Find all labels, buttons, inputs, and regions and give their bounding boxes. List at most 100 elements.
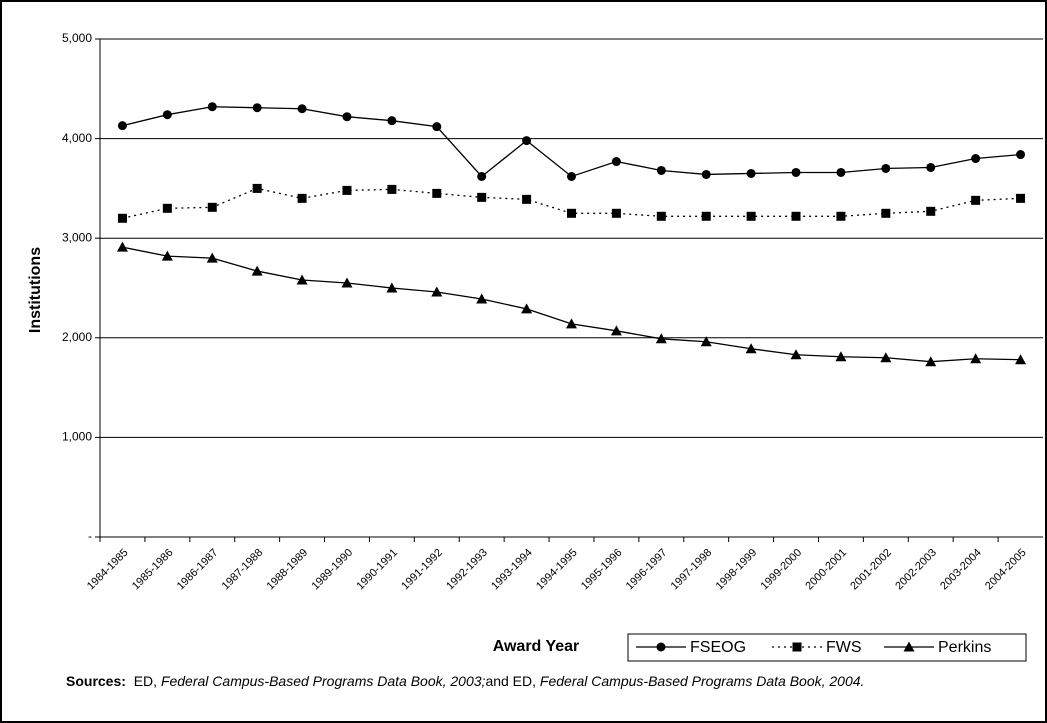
y-axis-label: Institutions [27, 247, 44, 333]
series-line [122, 187, 1021, 219]
point [835, 351, 847, 362]
x-tick-label: 1995-1996 [579, 547, 625, 593]
point [386, 282, 398, 293]
point [432, 188, 442, 198]
point [1016, 193, 1026, 203]
point [297, 104, 307, 114]
point [926, 162, 936, 172]
point [432, 122, 442, 132]
point [746, 168, 756, 178]
point [881, 163, 891, 173]
x-axis-label: Award Year [493, 638, 580, 655]
point [252, 183, 262, 193]
point [1016, 150, 1026, 160]
point [387, 184, 397, 194]
point [342, 112, 352, 122]
legend-label: Perkins [938, 639, 991, 656]
x-tick-label: 1984-1985 [85, 547, 131, 593]
point [117, 213, 127, 223]
x-tick-label: 2000-2001 [803, 547, 849, 593]
point [610, 325, 622, 336]
point [296, 274, 308, 285]
x-tick-label: 2003-2004 [938, 547, 984, 593]
source-text: ED, [133, 673, 158, 689]
point [207, 202, 217, 212]
x-tick-label: 1998-1999 [714, 547, 760, 593]
point [207, 102, 217, 112]
legend-box [627, 633, 1027, 662]
point [925, 356, 937, 367]
point [522, 136, 532, 146]
x-tick-label: 1997-1998 [669, 547, 715, 593]
point [567, 171, 576, 181]
point [971, 195, 981, 205]
x-tick-label: 1988-1989 [265, 547, 311, 593]
point [970, 353, 982, 364]
x-tick-label: 1993-1994 [489, 547, 535, 593]
point [1015, 354, 1027, 365]
y-tick-label: 1,000 [62, 430, 92, 444]
legend-label: FWS [826, 639, 862, 656]
point [656, 165, 666, 175]
source-text: and ED, [485, 673, 537, 689]
source-lead: Sources: [66, 673, 126, 689]
point [881, 208, 891, 218]
point [701, 211, 711, 221]
point [206, 252, 218, 263]
point [926, 206, 936, 216]
point [880, 352, 892, 363]
point [522, 194, 532, 204]
y-tick-label: 2,000 [62, 330, 92, 344]
x-tick-label: 2002-2003 [893, 547, 939, 593]
point [790, 349, 802, 360]
x-tick-label: 1991-1992 [399, 547, 445, 593]
x-tick-label: 2001-2002 [848, 547, 894, 593]
point [836, 167, 846, 177]
point [162, 203, 172, 213]
y-tick-label: 5,000 [62, 31, 92, 45]
x-tick-label: 1989-1990 [309, 547, 355, 593]
point [341, 277, 353, 288]
point [791, 167, 801, 177]
point [297, 193, 307, 203]
x-tick-label: 1990-1991 [354, 547, 400, 593]
y-tick-label: 4,000 [62, 131, 92, 145]
point [476, 293, 488, 304]
point [656, 211, 666, 221]
x-tick-label: 1985-1986 [130, 547, 176, 593]
point [117, 121, 127, 131]
legend-label: FSEOG [690, 639, 746, 656]
x-tick-label: 1996-1997 [624, 547, 670, 593]
point [162, 110, 172, 120]
series-line [122, 246, 1021, 363]
point [342, 185, 352, 195]
y-tick-label: 3,000 [62, 230, 92, 244]
point [791, 211, 801, 221]
point [746, 211, 756, 221]
point [611, 208, 621, 218]
point [251, 265, 263, 276]
point [971, 154, 981, 164]
point [116, 241, 128, 252]
point [521, 303, 533, 314]
source-note: Sources: ED, Federal Campus-Based Progra… [66, 671, 986, 692]
source-title: Federal Campus-Based Programs Data Book,… [160, 673, 486, 689]
point [745, 343, 757, 354]
point [836, 211, 846, 221]
point [477, 192, 487, 202]
x-tick-label: 1994-1995 [534, 547, 580, 593]
point [611, 157, 621, 167]
point [700, 336, 712, 347]
point [431, 286, 443, 297]
x-tick-label: 1986-1987 [175, 547, 221, 593]
legend-marker [792, 642, 802, 652]
source-title: Federal Campus-Based Programs Data Book,… [539, 673, 865, 689]
x-tick-label: 1999-2000 [759, 547, 805, 593]
legend-marker [903, 641, 915, 652]
point [161, 250, 173, 261]
legend-marker [656, 642, 666, 652]
point [477, 171, 487, 181]
x-tick-label: 2004-2005 [983, 547, 1029, 593]
